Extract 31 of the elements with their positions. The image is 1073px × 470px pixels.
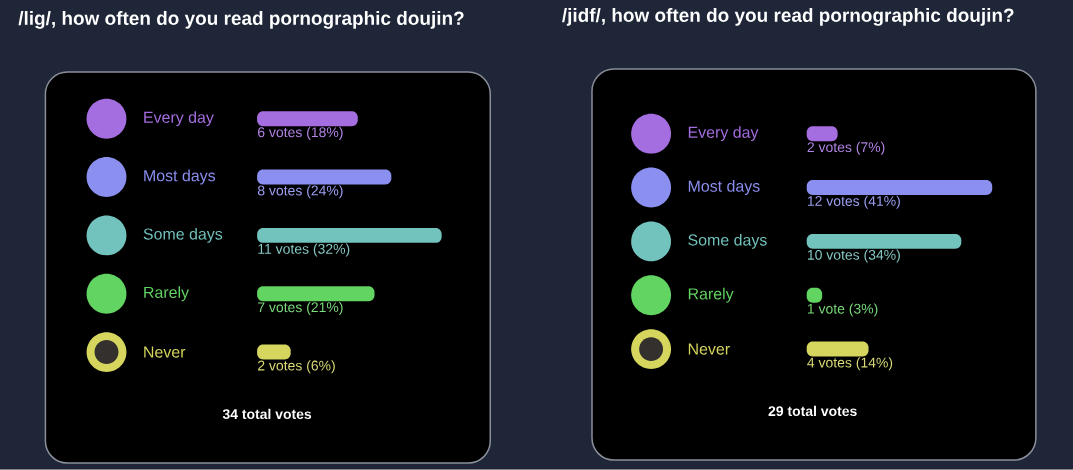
y-tick-label: Most days — [144, 169, 216, 185]
bar — [806, 234, 962, 249]
y-tick-label: Most days — [688, 180, 760, 196]
data-label: 1 vote (3%) — [807, 303, 878, 317]
y-tick-label: Some days — [688, 234, 767, 249]
text: 34 total votes — [222, 408, 312, 420]
bar — [806, 341, 869, 357]
chart-title: /jidf/, how often do you read pornographic doujin? — [562, 8, 1014, 26]
data-label: 6 votes (18%) — [258, 126, 343, 140]
data-label: 11 votes (32%) — [258, 243, 350, 257]
text: 29 total votes — [768, 405, 857, 417]
bar — [257, 228, 442, 243]
y-tick-label: Rarely — [144, 286, 190, 302]
chart-title: /lig/, how often do you read pornographic doujin? — [18, 11, 464, 29]
bar — [257, 169, 392, 185]
y-tick-label: Never — [688, 343, 730, 355]
data-label: 2 votes (6%) — [258, 360, 335, 374]
y-tick-label: Every day — [144, 111, 214, 127]
data-label: 4 votes (14%) — [807, 357, 893, 371]
data-label: 7 votes (21%) — [258, 302, 343, 316]
bar — [806, 180, 993, 196]
y-tick-label: Never — [144, 346, 186, 358]
data-label: 2 votes (7%) — [807, 141, 885, 155]
y-tick-label: Every day — [688, 126, 759, 142]
bar — [257, 111, 358, 127]
data-label: 10 votes (34%) — [807, 249, 900, 263]
bar — [257, 286, 375, 302]
y-tick-label: Some days — [143, 228, 223, 243]
data-label: 8 votes (24%) — [257, 185, 343, 199]
data-label: 12 votes (41%) — [807, 195, 900, 209]
y-tick-label: Rarely — [688, 287, 734, 303]
